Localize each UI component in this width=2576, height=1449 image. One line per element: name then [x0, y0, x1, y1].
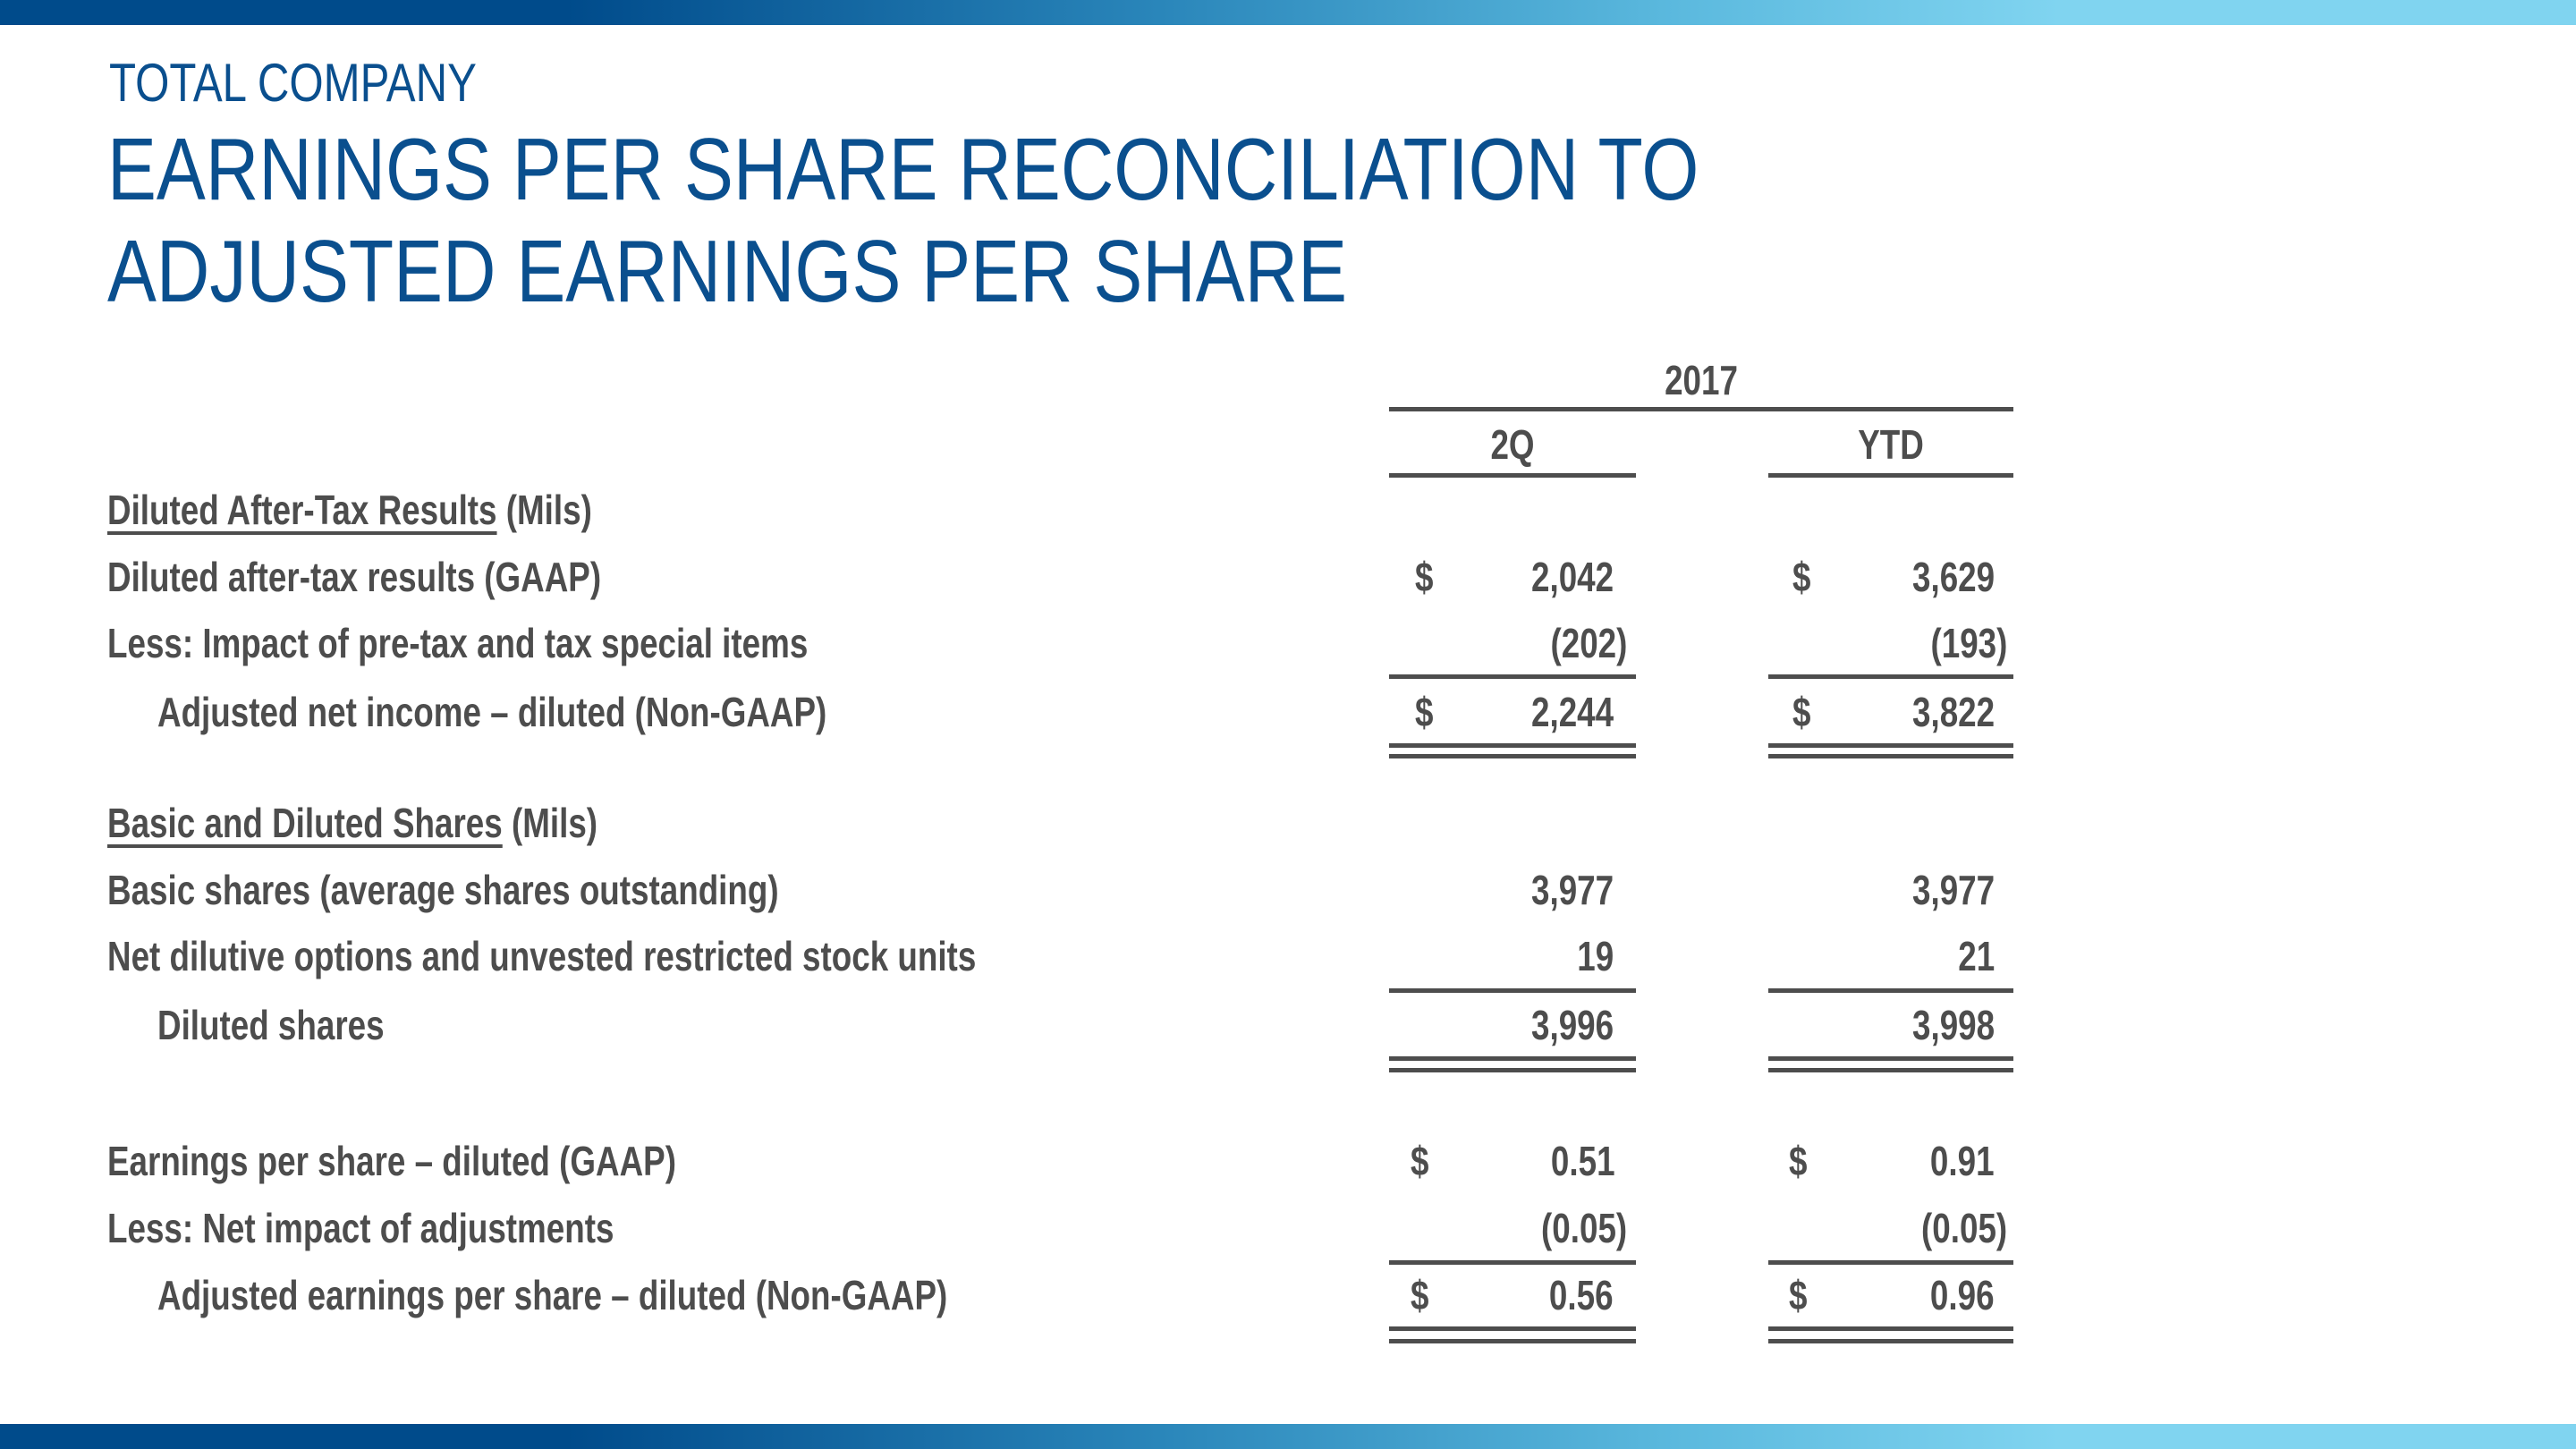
- total-double-rule-2q: [1389, 1339, 1636, 1343]
- row-label: Net dilutive options and unvested restri…: [107, 933, 977, 979]
- value-2q: (202): [1550, 620, 1627, 666]
- value-ytd: 3,822: [1911, 689, 1995, 735]
- value-ytd: 21: [1958, 933, 1995, 979]
- column-rule-2q: [1389, 473, 1636, 478]
- value-ytd: 3,998: [1911, 1002, 1995, 1048]
- value-ytd: 0.91: [1930, 1138, 1995, 1184]
- value-ytd: (193): [1930, 620, 2007, 666]
- currency-symbol: $: [1411, 1272, 1429, 1318]
- row-label: Less: Net impact of adjustments: [107, 1205, 614, 1251]
- value-ytd: 0.96: [1930, 1272, 1995, 1318]
- subtotal-rule-2q: [1389, 674, 1636, 679]
- top-gradient-bar: [0, 0, 2576, 25]
- total-double-rule-ytd: [1768, 1339, 2013, 1343]
- subtotal-rule-ytd: [1768, 1260, 2013, 1265]
- slide-subtitle: TOTAL COMPANY: [109, 53, 477, 113]
- column-rule-ytd: [1768, 473, 2013, 478]
- currency-symbol: $: [1415, 554, 1434, 600]
- currency-symbol: $: [1789, 1272, 1808, 1318]
- total-rule-2q: [1389, 1326, 1636, 1331]
- value-2q: 19: [1577, 933, 1614, 979]
- row-label: Diluted after-tax results (GAAP): [107, 554, 602, 600]
- row-label: Earnings per share – diluted (GAAP): [107, 1138, 676, 1184]
- section-heading-text: Diluted After-Tax Results: [107, 487, 497, 533]
- row-label: Diluted shares: [157, 1002, 385, 1048]
- year-header: 2017: [1665, 357, 1738, 403]
- subtotal-rule-2q: [1389, 988, 1636, 993]
- value-ytd: 3,629: [1911, 554, 1995, 600]
- column-header-ytd: YTD: [1858, 421, 1924, 468]
- section-heading-units: (Mils): [502, 800, 598, 846]
- total-rule-2q: [1389, 743, 1636, 748]
- row-label: Basic shares (average shares outstanding…: [107, 867, 779, 913]
- total-rule-2q: [1389, 1056, 1636, 1061]
- subtotal-rule-ytd: [1768, 674, 2013, 679]
- year-header-rule: [1389, 407, 2013, 411]
- currency-symbol: $: [1792, 689, 1811, 735]
- value-2q: 0.56: [1549, 1272, 1614, 1318]
- row-label: Adjusted net income – diluted (Non-GAAP): [157, 689, 827, 735]
- section-heading-text: Basic and Diluted Shares: [107, 800, 503, 846]
- total-double-rule-ytd: [1768, 754, 2013, 758]
- column-header-2q: 2Q: [1490, 421, 1535, 468]
- slide-title-line-2: ADJUSTED EARNINGS PER SHARE: [107, 222, 1347, 320]
- value-ytd: (0.05): [1920, 1205, 2007, 1251]
- row-label: Less: Impact of pre-tax and tax special …: [107, 620, 809, 666]
- value-2q: 3,996: [1530, 1002, 1614, 1048]
- slide-title-line-1: EARNINGS PER SHARE RECONCILIATION TO: [107, 120, 1699, 218]
- value-2q: 3,977: [1530, 867, 1614, 913]
- section-heading-after-tax: Diluted After-Tax Results (Mils): [107, 486, 592, 534]
- value-2q: 2,042: [1530, 554, 1614, 600]
- total-rule-ytd: [1768, 743, 2013, 748]
- row-label: Adjusted earnings per share – diluted (N…: [157, 1272, 948, 1318]
- total-rule-ytd: [1768, 1326, 2013, 1331]
- total-double-rule-2q: [1389, 1068, 1636, 1072]
- value-2q: 2,244: [1530, 689, 1614, 735]
- total-double-rule-2q: [1389, 754, 1636, 758]
- value-ytd: 3,977: [1911, 867, 1995, 913]
- section-heading-units: (Mils): [496, 487, 592, 533]
- total-double-rule-ytd: [1768, 1068, 2013, 1072]
- value-2q: (0.05): [1540, 1205, 1627, 1251]
- section-heading-shares: Basic and Diluted Shares (Mils): [107, 799, 597, 847]
- currency-symbol: $: [1789, 1138, 1808, 1184]
- bottom-gradient-bar: [0, 1424, 2576, 1449]
- subtotal-rule-ytd: [1768, 988, 2013, 993]
- currency-symbol: $: [1792, 554, 1811, 600]
- slide-title: EARNINGS PER SHARE RECONCILIATION TO ADJ…: [107, 118, 1699, 322]
- currency-symbol: $: [1415, 689, 1434, 735]
- subtotal-rule-2q: [1389, 1260, 1636, 1265]
- total-rule-ytd: [1768, 1056, 2013, 1061]
- currency-symbol: $: [1411, 1138, 1429, 1184]
- value-2q: 0.51: [1551, 1138, 1615, 1184]
